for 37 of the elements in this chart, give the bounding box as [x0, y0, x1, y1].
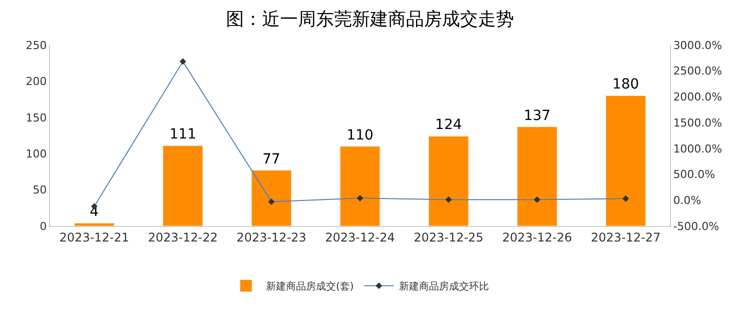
legend-label: 新建商品房成交(套)	[266, 280, 354, 293]
data-label: 124	[435, 117, 462, 134]
y-tick-label: 100	[26, 147, 47, 160]
bar	[428, 136, 469, 226]
bar	[516, 126, 558, 226]
bar	[162, 145, 204, 226]
bar	[606, 95, 646, 226]
y2-tick-label: 2500.0%	[673, 64, 722, 78]
x-tick-label: 2023-12-24	[325, 230, 395, 244]
y-tick-label: 150	[26, 111, 47, 124]
x-tick-label: 2023-12-22	[148, 230, 218, 244]
y-tick-label: 250	[26, 38, 47, 52]
chart-title: 图：近一周东莞新建商品房成交走势	[226, 9, 514, 30]
legend-label: 新建商品房成交环比	[398, 280, 489, 293]
y2-tick-label: -500.0%	[673, 220, 720, 233]
data-label: 111	[169, 126, 196, 143]
x-tick-label: 2023-12-23	[236, 230, 306, 244]
y-tick-label: 50	[32, 184, 47, 197]
y2-tick-label: 3000.0%	[673, 38, 722, 52]
x-tick-label: 2023-12-27	[590, 230, 661, 244]
y2-tick-label: 1500.0%	[673, 116, 722, 130]
y2-tick-label: 2000.0%	[673, 90, 722, 104]
y2-tick-label: 0.0%	[673, 194, 702, 207]
data-label: 180	[612, 76, 640, 93]
y2-tick-label: 500.0%	[673, 168, 716, 182]
bar	[251, 170, 292, 226]
x-tick-label: 2023-12-25	[414, 230, 484, 244]
x-tick-label: 2023-12-21	[59, 230, 130, 244]
y-tick-label: 0	[40, 220, 47, 233]
y-tick-label: 200	[26, 75, 47, 88]
data-label: 110	[346, 127, 374, 144]
bar	[74, 222, 114, 226]
data-label: 137	[524, 108, 551, 124]
y2-tick-label: 1000.0%	[673, 142, 722, 156]
x-tick-label: 2023-12-26	[502, 230, 572, 244]
bar	[340, 146, 380, 226]
data-label: 77	[262, 151, 280, 168]
